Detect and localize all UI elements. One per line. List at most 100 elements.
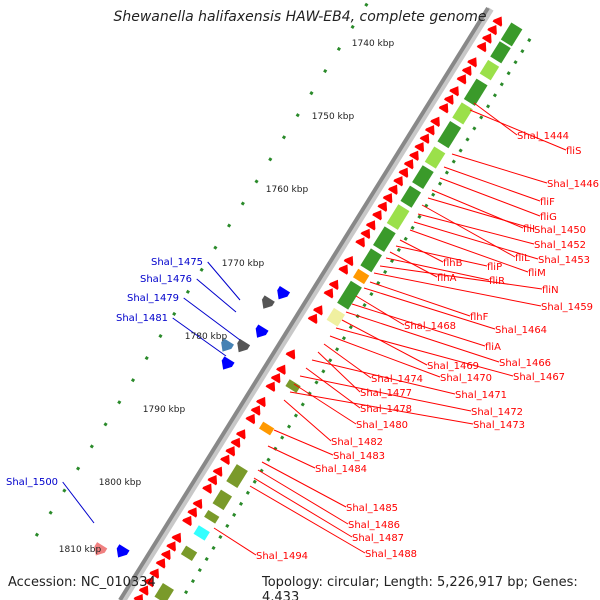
gene-arrow bbox=[430, 116, 440, 127]
track-dot-shape bbox=[184, 590, 189, 595]
gene-arrow bbox=[461, 65, 472, 76]
track-dot-shape bbox=[410, 225, 415, 230]
gene-arrow bbox=[425, 125, 435, 136]
track-dot bbox=[437, 181, 443, 186]
cds-box-shape bbox=[259, 421, 275, 436]
track-dot bbox=[314, 380, 319, 385]
leader-line bbox=[443, 166, 541, 202]
gene-arrow bbox=[355, 237, 365, 248]
gene-arrow bbox=[245, 413, 256, 425]
gene-arrow bbox=[285, 349, 296, 360]
gene-label: flhA bbox=[437, 273, 457, 284]
gene-arrow-shape bbox=[338, 264, 348, 275]
scale-label: 1770 kbp bbox=[222, 259, 265, 269]
gene-arrow-shape bbox=[212, 466, 223, 477]
scale-dot bbox=[309, 91, 314, 96]
scale-dot bbox=[240, 201, 245, 206]
track-dot-shape bbox=[444, 170, 449, 175]
scale-dot-shape bbox=[144, 356, 149, 361]
scale-dot bbox=[48, 510, 53, 515]
gene-arrow-shape bbox=[149, 568, 159, 579]
gene-arrow-shape bbox=[250, 405, 261, 416]
scale-label: 1800 kbp bbox=[99, 478, 142, 488]
track-dot-shape bbox=[218, 534, 223, 540]
track-dot bbox=[383, 269, 388, 275]
gene-arrow bbox=[166, 541, 176, 552]
leader-line bbox=[196, 278, 237, 313]
cds-box bbox=[180, 545, 198, 562]
track-dot-shape bbox=[238, 501, 244, 506]
cds-box bbox=[424, 146, 446, 169]
gene-arrow bbox=[467, 57, 477, 68]
gene-arrow-shape bbox=[285, 349, 296, 360]
reverse-gene-shape bbox=[255, 324, 269, 338]
gene-arrow-shape bbox=[398, 167, 409, 178]
cds-box bbox=[285, 379, 301, 393]
track-dot-shape bbox=[383, 269, 388, 275]
cds-box-shape bbox=[490, 41, 511, 64]
scale-dot-shape bbox=[48, 510, 53, 515]
gene-arrow-shape bbox=[377, 201, 388, 212]
scale-dot-shape bbox=[117, 400, 122, 405]
gene-arrow-shape bbox=[482, 33, 492, 44]
scale-dot-shape bbox=[268, 157, 273, 162]
leader-line bbox=[183, 297, 241, 341]
gene-arrow bbox=[444, 94, 454, 105]
gene-arrow-shape bbox=[270, 373, 281, 384]
gene-arrow-shape bbox=[444, 94, 454, 105]
reverse-gene bbox=[116, 544, 130, 558]
gene-arrow bbox=[256, 396, 266, 408]
cds-box-shape bbox=[437, 121, 462, 149]
map-title: Shewanella halifaxensis HAW-EB4, complet… bbox=[113, 9, 487, 25]
cds-box bbox=[193, 525, 210, 541]
track-dot-shape bbox=[300, 402, 305, 407]
track-dot-shape bbox=[225, 523, 230, 528]
track-dot bbox=[197, 568, 202, 573]
scale-dot bbox=[213, 245, 218, 250]
gene-arrow-shape bbox=[256, 396, 266, 408]
gene-arrow bbox=[202, 483, 212, 494]
gene-arrow-shape bbox=[138, 585, 149, 596]
scale-dot-shape bbox=[76, 466, 81, 471]
gene-label: Shal_1500 bbox=[6, 477, 58, 488]
gene-label: fliN bbox=[542, 285, 559, 296]
backbone-line bbox=[118, 6, 490, 600]
gene-label: fliM bbox=[528, 268, 546, 279]
gene-arrow-shape bbox=[456, 74, 467, 85]
leader-line bbox=[293, 383, 357, 425]
gene-arrow-shape bbox=[430, 116, 440, 127]
gene-arrow bbox=[456, 74, 467, 85]
track-dot bbox=[396, 247, 401, 252]
gene-label: Shal_1485 bbox=[346, 503, 398, 514]
leader-line bbox=[473, 102, 518, 136]
gene-arrow bbox=[225, 446, 236, 457]
track-dot-shape bbox=[286, 424, 292, 429]
gene-arrow bbox=[138, 585, 149, 596]
gene-arrow bbox=[236, 429, 246, 440]
gene-arrow bbox=[476, 41, 487, 53]
gene-arrow bbox=[265, 381, 276, 392]
gene-arrow-shape bbox=[467, 57, 477, 68]
scale-dot-shape bbox=[185, 289, 190, 294]
scale-dot-shape bbox=[172, 311, 177, 317]
track-dot bbox=[286, 424, 292, 429]
gene-arrow-shape bbox=[166, 541, 176, 552]
gene-arrow-shape bbox=[487, 24, 497, 36]
track-dot bbox=[225, 523, 230, 528]
reverse-gene bbox=[221, 338, 234, 352]
cds-box-shape bbox=[212, 489, 233, 511]
track-dot-shape bbox=[266, 457, 271, 462]
cds-box-shape bbox=[193, 525, 210, 541]
gene-label: Shal_1466 bbox=[499, 358, 551, 369]
leader-line bbox=[385, 257, 490, 281]
gene-arrow bbox=[161, 549, 171, 561]
cds-box-shape bbox=[452, 102, 473, 125]
cds-box-shape bbox=[226, 464, 248, 488]
track-dot-shape bbox=[232, 512, 237, 517]
gene-arrow-shape bbox=[360, 228, 371, 240]
track-dot bbox=[293, 413, 298, 418]
cds-box bbox=[212, 489, 233, 511]
gene-arrow-shape bbox=[182, 515, 192, 527]
gene-arrow bbox=[409, 150, 419, 161]
